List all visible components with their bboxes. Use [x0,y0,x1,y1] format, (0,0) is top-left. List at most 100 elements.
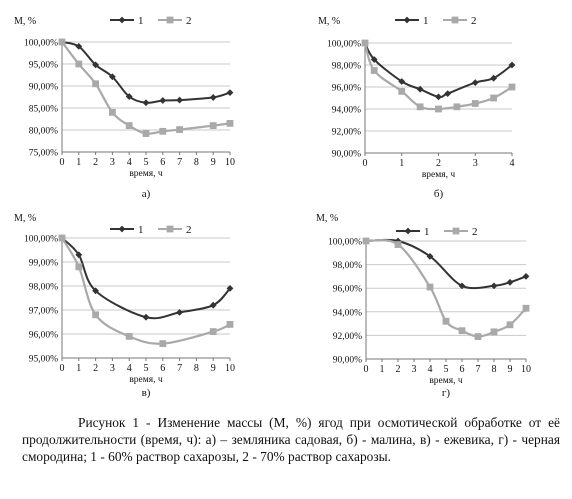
x-tick-label: 4 [428,364,433,375]
y-tick-label: 98,00% [332,62,361,72]
x-tick-label: 3 [412,364,417,375]
legend-marker-2 [452,17,459,24]
x-tick-label: 2 [93,157,98,168]
series-1-point [523,273,530,280]
x-tick-label: 2 [396,364,401,375]
series-2-point [59,235,66,242]
y-axis-title: М, % [318,16,340,27]
series-1-point [435,94,442,101]
y-tick-label: 100,00% [328,238,362,248]
series-1-line [365,43,512,97]
series-2-point [490,95,497,102]
series-2-point [443,318,450,325]
x-tick-label: 0 [60,157,65,168]
series-2-point [435,106,442,113]
series-2-point [472,100,479,107]
y-tick-label: 92,00% [332,128,361,138]
legend-label-2: 2 [186,15,192,27]
x-tick-label: 0 [363,158,368,169]
y-axis-title: М, % [14,213,36,224]
chart-panel-c: 95,00%96,00%97,00%98,00%99,00%100,00%012… [14,213,235,399]
series-1-point [472,79,479,86]
chart-panel-b: 90,00% 92,00% 94,00% 96,00% 98,00% 100,00% 0 1 2… [318,15,515,200]
legend-marker-1 [405,228,412,235]
panel-label: в) [142,387,151,399]
series-2-point [459,327,466,334]
series-1-point [227,89,234,96]
x-tick-label: 9 [211,363,216,374]
legend-label-2: 2 [471,15,477,27]
x-tick-label: 10 [521,364,531,375]
y-tick-label: 98,00% [29,283,58,293]
x-tick-label: 10 [225,157,235,168]
series-2-point [109,109,116,116]
legend-marker-1 [119,226,126,233]
y-tick-label: 96,00% [332,84,361,94]
y-tick-label: 90,00% [333,356,362,366]
series-2-point [75,263,82,270]
series-2-point [176,126,183,133]
x-tick-label: 4 [127,363,132,374]
legend-label-1: 1 [424,226,430,238]
series-2-point [159,340,166,347]
y-tick-label: 94,00% [332,106,361,116]
x-tick-label: 3 [473,158,478,169]
series-2-point [398,88,405,95]
y-tick-label: 90,00% [332,150,361,160]
x-tick-label: 8 [492,364,497,375]
x-tick-label: 10 [225,363,235,374]
y-tick-label: 99,00% [29,259,58,269]
x-tick-label: 7 [476,364,481,375]
y-axis-title: М, % [316,213,338,224]
panel-label: б) [434,188,444,200]
series-2-point [92,311,99,318]
y-tick-label: 100,00% [327,40,361,50]
series-2-point [475,333,482,340]
y-tick-label: 100,00% [24,235,58,245]
legend-marker-2 [167,226,174,233]
legend-label-2: 2 [186,224,192,236]
x-tick-label: 6 [460,364,465,375]
series-2-point [143,130,150,137]
charts-figure: 75,00%80,00%85,00%90,00%95,00%100,00%012… [0,0,572,410]
y-tick-label: 94,00% [333,308,362,318]
series-2-point [92,80,99,87]
legend-marker-1 [404,17,411,24]
series-2-point [507,321,514,328]
series-2-point [227,120,234,127]
x-tick-label: 6 [160,157,165,168]
series-2-point [210,328,217,335]
series-2-point [453,103,460,110]
series-2-point [227,321,234,328]
series-2-point [395,241,402,248]
x-axis-title: время, ч [429,376,463,386]
x-tick-label: 7 [177,363,182,374]
chart-panel-d: 90,00%92,00%94,00%96,00%98,00%100,00%012… [316,213,531,399]
series-2-point [59,39,66,46]
series-2-point [427,284,434,291]
legend-marker-1 [119,17,126,24]
x-tick-label: 4 [510,158,515,169]
y-tick-label: 75,00% [29,149,58,159]
x-tick-label: 0 [364,364,369,375]
series-2-line [62,238,230,344]
x-tick-label: 5 [144,157,149,168]
series-2-point [371,67,378,74]
panel-label: г) [442,387,451,399]
series-2-point [491,328,498,335]
x-tick-label: 7 [177,157,182,168]
legend-marker-2 [453,228,460,235]
series-1-point [176,97,183,104]
x-tick-label: 1 [399,158,404,169]
x-tick-label: 2 [436,158,441,169]
series-1-point [159,97,166,104]
y-tick-label: 98,00% [333,261,362,271]
series-1-point [507,279,514,286]
x-tick-label: 5 [144,363,149,374]
legend-label-1: 1 [138,15,144,27]
series-2-point [363,238,370,245]
y-tick-label: 80,00% [29,127,58,137]
legend-marker-2 [167,17,174,24]
x-tick-label: 1 [76,363,81,374]
series-1-point [210,94,217,101]
